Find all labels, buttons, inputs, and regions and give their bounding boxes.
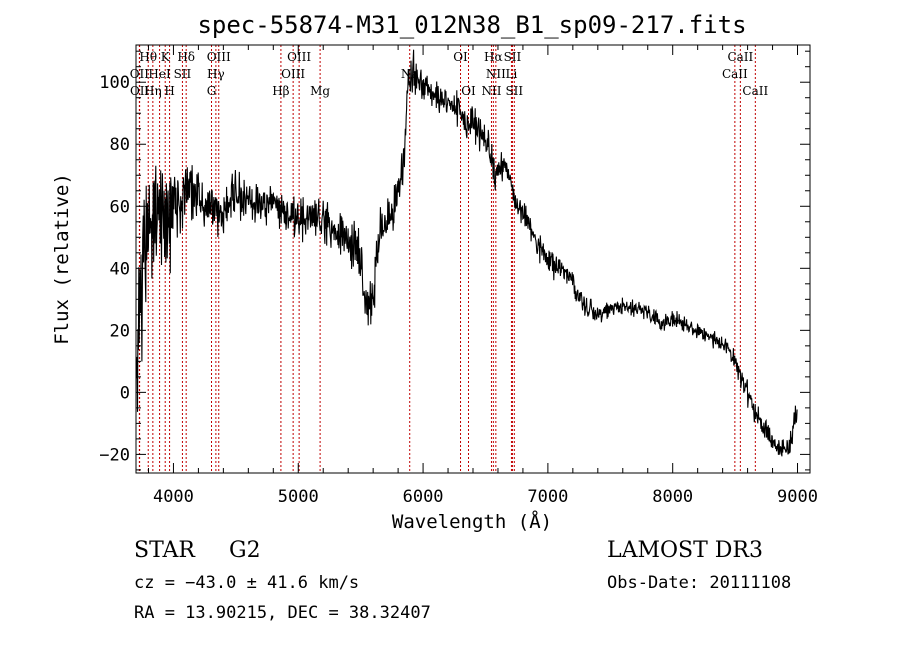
object-subclass: G2 xyxy=(229,538,261,563)
marker-label: OIII xyxy=(207,50,231,64)
marker-label: G xyxy=(207,84,217,98)
y-axis-label: Flux (relative) xyxy=(51,173,73,345)
coordinates: RA = 13.90215, DEC = 38.32407 xyxy=(134,603,431,623)
x-tick-label: 8000 xyxy=(652,487,693,507)
y-tick-label: −20 xyxy=(99,445,130,465)
marker-label: CaII xyxy=(742,84,768,98)
marker-label: Hδ xyxy=(177,50,195,64)
y-tick-label: 100 xyxy=(99,73,130,93)
y-tick-label: 20 xyxy=(110,321,130,341)
marker-label: HeI xyxy=(148,67,171,81)
spectrum-series-line xyxy=(136,49,798,457)
plot-frame xyxy=(135,44,811,474)
x-axis: 4000 5000 6000 7000 8000 9000 xyxy=(147,45,818,507)
marker-label: Hγ xyxy=(207,67,225,81)
x-axis-label: Wavelength (Å) xyxy=(392,510,552,533)
marker-label: Hθ xyxy=(139,50,157,64)
marker-label: Hα xyxy=(484,50,503,64)
survey-name: LAMOST DR3 xyxy=(607,538,763,563)
marker-label: CaII xyxy=(727,50,753,64)
chart-title: spec-55874-M31_012N38_B1_sp09-217.fits xyxy=(197,11,746,39)
marker-label: OIII xyxy=(287,50,311,64)
marker-label: Hη xyxy=(144,84,162,98)
x-tick-label: 4000 xyxy=(153,487,194,507)
y-tick-label: 60 xyxy=(110,197,130,217)
marker-label: SII xyxy=(174,67,192,81)
y-tick-label: 80 xyxy=(110,135,130,155)
marker-label: OIII xyxy=(281,67,305,81)
y-tick-label: 40 xyxy=(110,259,130,279)
marker-label: OI xyxy=(461,84,476,98)
x-tick-label: 5000 xyxy=(278,487,319,507)
marker-label: NII xyxy=(486,67,506,81)
y-axis: −20 0 20 40 60 80 100 xyxy=(99,50,810,471)
marker-label: NII xyxy=(481,84,501,98)
marker-label: H xyxy=(164,84,174,98)
marker-label: Hβ xyxy=(272,84,289,98)
marker-label: SII xyxy=(504,50,522,64)
obs-date: Obs-Date: 20111108 xyxy=(607,573,792,593)
y-tick-label: 0 xyxy=(120,383,130,403)
marker-label: SII xyxy=(505,84,523,98)
marker-label: OII xyxy=(130,84,150,98)
marker-label: OI xyxy=(453,50,468,64)
object-class: STAR xyxy=(134,538,195,563)
spectral-line-markers xyxy=(138,45,756,473)
x-tick-label: 9000 xyxy=(777,487,818,507)
marker-label: Mg xyxy=(310,84,330,98)
x-tick-label: 6000 xyxy=(403,487,444,507)
marker-label: K xyxy=(161,50,171,64)
redshift-readout: cz = −43.0 ± 41.6 km/s xyxy=(134,573,360,593)
x-tick-label: 7000 xyxy=(527,487,568,507)
marker-label: OII xyxy=(130,67,150,81)
marker-label: Li xyxy=(506,67,518,81)
classification: STAR G2 xyxy=(134,538,261,563)
marker-label: CaII xyxy=(722,67,748,81)
